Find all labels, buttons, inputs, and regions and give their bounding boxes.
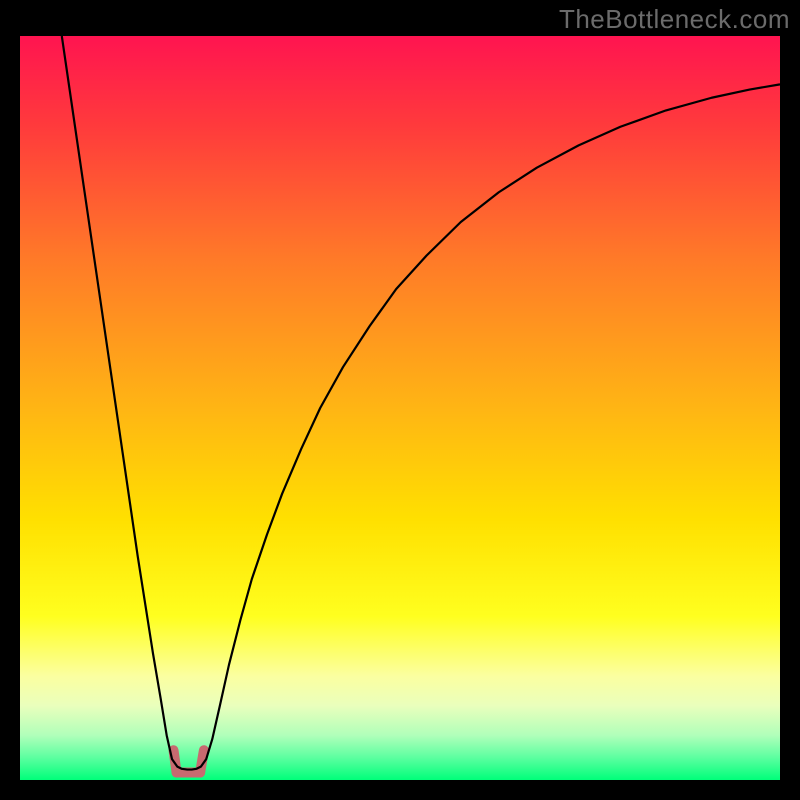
watermark-text: TheBottleneck.com (559, 4, 790, 35)
chart-frame: TheBottleneck.com (0, 0, 800, 800)
plot-background (20, 36, 780, 780)
bottleneck-chart (0, 0, 800, 800)
